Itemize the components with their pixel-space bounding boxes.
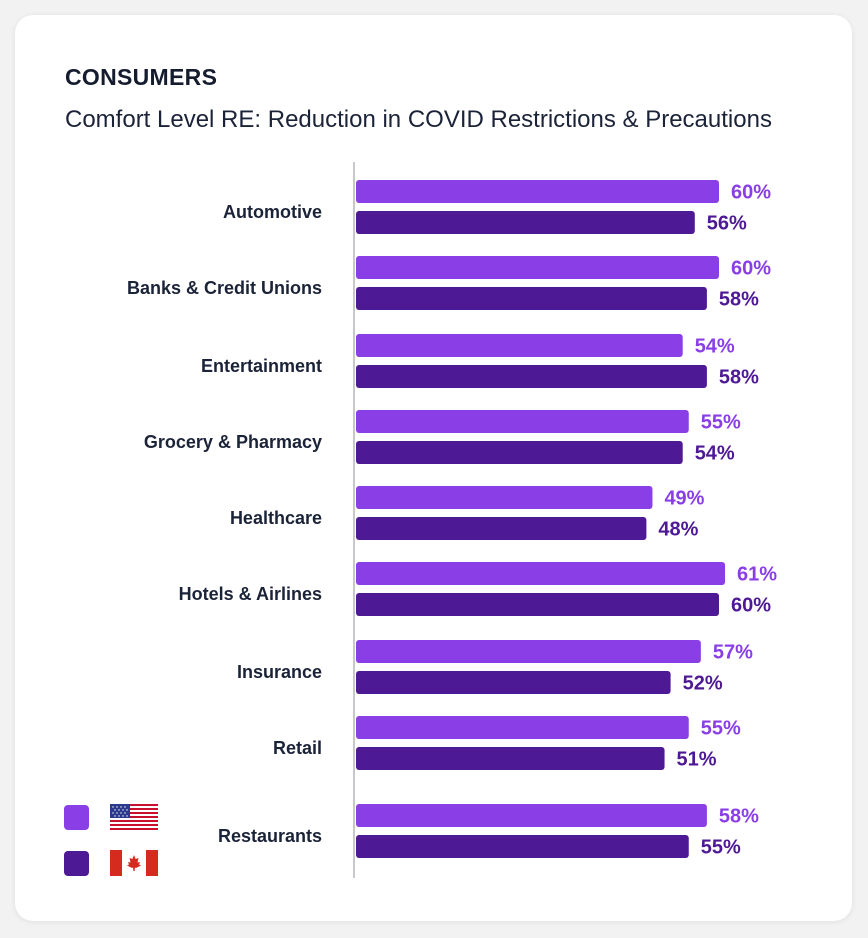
data-label: 49% bbox=[664, 488, 704, 510]
data-label: 60% bbox=[731, 595, 771, 617]
data-label: 58% bbox=[719, 367, 759, 389]
bar bbox=[356, 365, 707, 388]
data-label: 55% bbox=[701, 837, 741, 859]
bar bbox=[356, 486, 653, 509]
chart-subtitle: Comfort Level RE: Reduction in COVID Res… bbox=[65, 106, 772, 133]
bar bbox=[356, 441, 683, 464]
bar bbox=[356, 180, 719, 203]
category-label: Banks & Credit Unions bbox=[127, 278, 322, 298]
data-label: 51% bbox=[677, 749, 717, 771]
bar bbox=[356, 640, 701, 663]
bar bbox=[356, 410, 689, 433]
bar bbox=[356, 334, 683, 357]
category-label: Grocery & Pharmacy bbox=[144, 432, 322, 452]
category-label: Automotive bbox=[223, 202, 322, 222]
data-label: 60% bbox=[731, 182, 771, 204]
legend bbox=[64, 804, 158, 896]
bar bbox=[356, 804, 707, 827]
legend-item-us bbox=[64, 804, 158, 830]
category-label: Healthcare bbox=[230, 508, 322, 528]
bar bbox=[356, 593, 719, 616]
us-flag-icon bbox=[110, 804, 158, 830]
category-label: Entertainment bbox=[201, 356, 322, 376]
bar bbox=[356, 562, 726, 585]
data-label: 57% bbox=[713, 642, 753, 664]
category-label: Restaurants bbox=[218, 826, 322, 846]
legend-swatch-canada bbox=[64, 850, 89, 876]
bar bbox=[356, 211, 695, 234]
canada-flag-icon bbox=[110, 850, 158, 876]
data-label: 55% bbox=[701, 412, 741, 434]
category-label: Hotels & Airlines bbox=[179, 584, 322, 604]
data-label: 55% bbox=[701, 718, 741, 740]
bar bbox=[356, 256, 719, 279]
chart-kicker: CONSUMERS bbox=[65, 64, 218, 90]
bars-group: Automotive 60% 56% Banks & Credit Unions 60%… bbox=[127, 180, 777, 859]
category-label: Retail bbox=[273, 738, 322, 758]
legend-item-canada bbox=[64, 850, 158, 876]
bar bbox=[356, 716, 689, 739]
data-label: 56% bbox=[707, 213, 747, 235]
data-label: 60% bbox=[731, 258, 771, 280]
data-label: 58% bbox=[719, 806, 759, 828]
data-label: 54% bbox=[695, 443, 735, 465]
data-label: 48% bbox=[658, 519, 698, 541]
category-label: Insurance bbox=[237, 662, 322, 682]
data-label: 54% bbox=[695, 336, 735, 358]
data-label: 52% bbox=[683, 673, 723, 695]
data-label: 58% bbox=[719, 289, 759, 311]
bar bbox=[356, 517, 647, 540]
bar bbox=[356, 287, 707, 310]
bar bbox=[356, 835, 689, 858]
legend-swatch-us bbox=[64, 804, 89, 830]
bar bbox=[356, 671, 671, 694]
bar bbox=[356, 747, 665, 770]
data-label: 61% bbox=[737, 564, 777, 586]
